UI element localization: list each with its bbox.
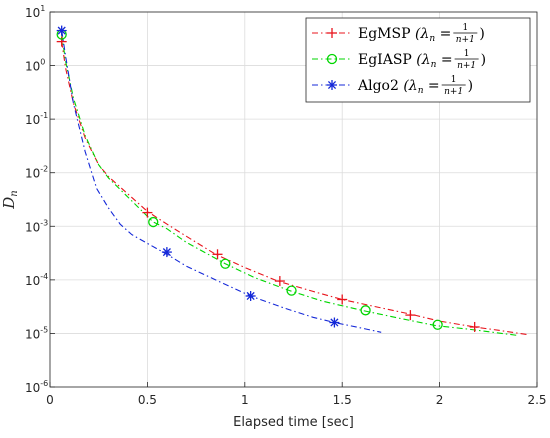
series-line-algo2 bbox=[61, 30, 382, 333]
y-tick-label: 10-1 bbox=[25, 111, 48, 127]
legend-close-paren: ) bbox=[468, 78, 473, 94]
legend: EgMSP (λn = 1n+1)EgIASP (λn = 1n+1)Algo2… bbox=[305, 17, 531, 103]
data-point-egmsp bbox=[469, 321, 480, 332]
data-point-egmsp bbox=[274, 276, 285, 287]
x-axis: 0 0.5 1 1.5 2 2.5 bbox=[46, 382, 547, 407]
y-tick-label: 10-2 bbox=[25, 165, 48, 181]
x-tick-label: 0 bbox=[46, 393, 54, 407]
y-tick-label: 10-4 bbox=[25, 272, 48, 288]
legend-label: EgMSP (λn = bbox=[358, 26, 451, 44]
y-axis-label-sub: n bbox=[9, 190, 20, 196]
legend-frac-num: 1 bbox=[451, 75, 457, 85]
series-lines bbox=[61, 30, 528, 336]
legend-entry-egiasp: EgIASP (λn = 1 n+1) bbox=[312, 49, 486, 71]
x-tick-label: 2 bbox=[436, 393, 444, 407]
y-tick-label: 10-6 bbox=[25, 379, 48, 395]
data-point-egmsp bbox=[337, 294, 348, 305]
series-line-egmsp bbox=[61, 41, 528, 336]
legend-frac-den: n+1 bbox=[457, 61, 476, 71]
data-point-egiasp bbox=[432, 319, 443, 330]
y-tick-label: 101 bbox=[25, 4, 45, 20]
y-tick-label: 10-3 bbox=[25, 218, 48, 234]
data-point-egmsp bbox=[212, 249, 223, 260]
series-markers bbox=[56, 25, 480, 332]
legend-box bbox=[305, 17, 531, 103]
legend-entry-algo2: Algo2 (λn = 1 n+1) bbox=[312, 75, 473, 97]
legend-close-paren: ) bbox=[479, 26, 484, 42]
legend-label: Algo2 (λn = bbox=[357, 78, 440, 96]
data-point-egiasp bbox=[286, 285, 297, 296]
legend-entry-egmsp: EgMSP (λn = 1 n+1) bbox=[312, 23, 485, 45]
data-point-algo2 bbox=[56, 25, 67, 36]
legend-close-paren: ) bbox=[481, 52, 486, 68]
data-point-egmsp bbox=[56, 36, 67, 47]
data-point-egmsp bbox=[405, 310, 416, 321]
x-axis-label: Elapsed time [sec] bbox=[233, 415, 354, 430]
data-point-algo2 bbox=[245, 290, 256, 301]
legend-frac-num: 1 bbox=[464, 49, 470, 59]
data-point-algo2 bbox=[329, 317, 340, 328]
y-axis-label: Dn bbox=[0, 190, 20, 209]
series-line-egiasp bbox=[61, 34, 518, 336]
y-tick-label: 100 bbox=[25, 58, 45, 74]
y-axis: 10-6 10-5 10-4 10-3 10-2 10-1 100 101 bbox=[25, 4, 55, 395]
x-tick-label: 2.5 bbox=[527, 393, 546, 407]
x-tick-label: 0.5 bbox=[138, 393, 157, 407]
data-point-egiasp bbox=[220, 258, 231, 269]
y-axis-label-main: D bbox=[0, 197, 18, 210]
y-tick-label: 10-5 bbox=[25, 325, 48, 341]
legend-frac-den: n+1 bbox=[456, 35, 475, 45]
data-point-egiasp bbox=[360, 305, 371, 316]
x-tick-label: 1 bbox=[241, 393, 249, 407]
data-point-egiasp bbox=[148, 216, 159, 228]
legend-frac-num: 1 bbox=[462, 23, 468, 33]
x-tick-label: 1.5 bbox=[333, 393, 352, 407]
data-point-egmsp bbox=[142, 207, 153, 218]
legend-marker-algo2 bbox=[327, 80, 337, 90]
legend-marker-egmsp bbox=[327, 28, 337, 38]
legend-marker-egiasp bbox=[326, 53, 338, 65]
data-point-algo2 bbox=[161, 247, 172, 258]
plot-area bbox=[49, 11, 538, 388]
legend-label: EgIASP (λn = bbox=[358, 52, 453, 70]
legend-frac-den: n+1 bbox=[444, 87, 463, 97]
